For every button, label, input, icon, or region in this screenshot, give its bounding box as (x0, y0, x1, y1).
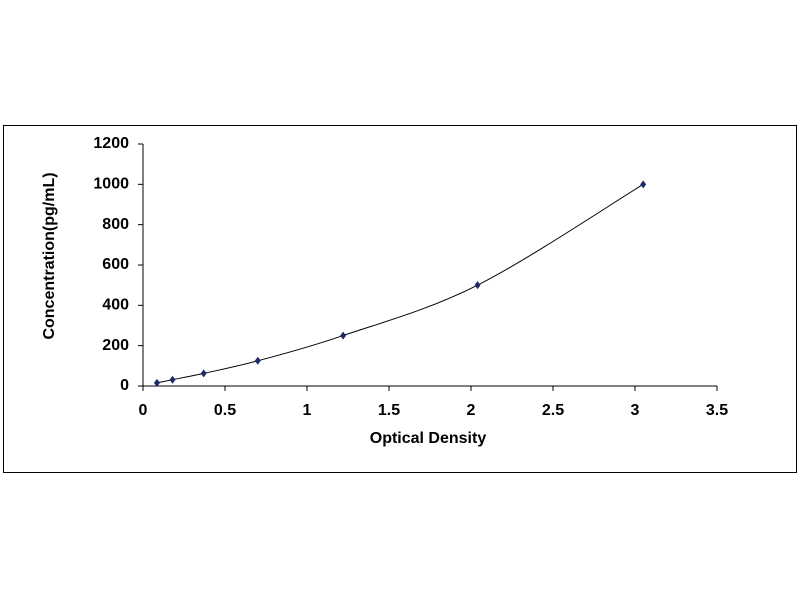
x-tick-label: 3 (631, 402, 640, 419)
y-tick-label: 200 (102, 337, 129, 354)
x-tick-label: 3.5 (706, 402, 728, 419)
y-tick-label: 400 (102, 297, 129, 314)
x-tick-label: 1.5 (378, 402, 400, 419)
x-tick-label: 0.5 (214, 402, 236, 419)
data-point (640, 180, 647, 189)
data-point (254, 356, 261, 365)
x-axis-label: Optical Density (370, 430, 487, 447)
y-tick-label: 800 (102, 216, 129, 233)
y-tick-label: 0 (120, 377, 129, 394)
y-axis-label: Concentration(pg/mL) (41, 172, 58, 339)
y-tick-label: 1000 (93, 176, 129, 193)
data-point (153, 378, 160, 387)
y-tick-label: 600 (102, 256, 129, 273)
fit-curve (156, 183, 644, 384)
data-point (200, 369, 207, 378)
x-tick-label: 2.5 (542, 402, 564, 419)
data-point (169, 375, 176, 384)
chart-frame (3, 125, 797, 473)
x-tick-label: 2 (467, 402, 476, 419)
y-tick-label: 1200 (93, 135, 129, 152)
x-tick-label: 1 (303, 402, 312, 419)
data-point (474, 281, 481, 290)
data-point (340, 331, 347, 340)
x-tick-label: 0 (139, 402, 148, 419)
